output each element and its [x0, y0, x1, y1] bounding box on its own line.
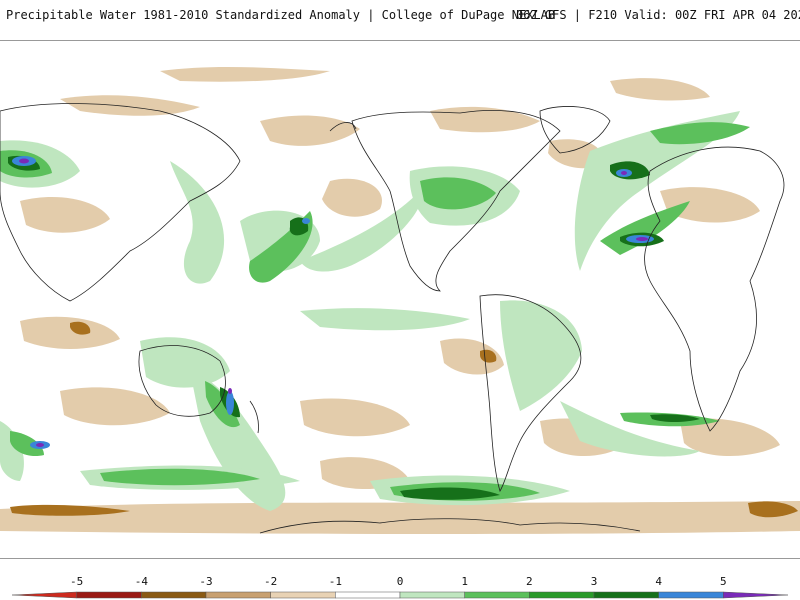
- colorbar: -5 -4 -3 -2 -1 0 1 2 3 4 5: [11, 575, 789, 599]
- colorbar-segment: [141, 591, 207, 599]
- north-america-mid: [420, 177, 496, 210]
- colorbar-ticks: -5 -4 -3 -2 -1 0 1 2 3 4 5: [70, 575, 727, 588]
- colorbar-tick-label: -2: [264, 575, 277, 588]
- north-america-outline: [351, 110, 561, 292]
- asia-tan: [20, 197, 110, 233]
- alaska-outline: [329, 122, 357, 132]
- south-america-outline: [479, 294, 582, 492]
- europe-tan: [660, 187, 760, 223]
- west-pacific-tan: [20, 316, 120, 349]
- negative-anomaly-areas: [0, 66, 800, 534]
- south-pacific-tan-1: [60, 387, 170, 426]
- south-atlantic-green-arc: [560, 401, 700, 457]
- sw-pacific-mid: [10, 431, 44, 457]
- anomaly-map: [0, 66, 800, 534]
- southern-ocean-mid: [100, 468, 260, 486]
- colorbar-tick-label: 2: [526, 575, 533, 588]
- pacific-green-arc: [170, 161, 225, 284]
- south-atlantic-strong: [650, 414, 700, 422]
- australia-mid: [205, 381, 240, 428]
- colorbar-tick-label: -3: [199, 575, 212, 588]
- colorbar-segment: [399, 591, 465, 599]
- asia-outline: [0, 103, 241, 302]
- run-info: 06Z GFS | F210 Valid: 00Z FRI APR 04 202…: [516, 8, 800, 22]
- colorbar-segment: [76, 591, 142, 599]
- west-edge-green: [0, 421, 24, 481]
- colorbar-segment: [658, 591, 724, 599]
- europe-africa-outline: [644, 146, 785, 432]
- southern-ocean-tan: [0, 501, 800, 534]
- map-title: Precipitable Water 1981-2010 Standardize…: [6, 8, 556, 22]
- arctic-east-tan: [610, 78, 710, 101]
- ne-pacific-tan: [322, 178, 382, 217]
- australia-green: [140, 337, 230, 388]
- coastlines: [0, 103, 785, 534]
- arctic-tan-band: [160, 66, 330, 82]
- indian-ocean-tan: [680, 418, 780, 457]
- map-panel: [0, 40, 800, 559]
- colorbar-tick-label: 1: [461, 575, 468, 588]
- strong-negative-areas: [10, 321, 798, 518]
- west-pacific-strong-neg: [70, 321, 91, 335]
- asia-purple-core: [19, 158, 29, 164]
- antarctica-outline: [259, 518, 641, 534]
- colorbar-tick-label: 3: [591, 575, 598, 588]
- atlantic-green-band: [574, 111, 740, 271]
- colorbar-segment: [11, 591, 77, 599]
- colorbar-tick-label: -4: [135, 575, 149, 588]
- colorbar-segment: [723, 591, 789, 599]
- colorbar-segment: [529, 591, 595, 599]
- colorbar-tick-label: 0: [397, 575, 404, 588]
- antarctic-strong: [400, 487, 500, 500]
- sw-pacific-purple-core: [36, 443, 44, 447]
- south-pacific-tan-2: [300, 398, 410, 437]
- map-header: Precipitable Water 1981-2010 Standardize…: [0, 0, 800, 30]
- colorbar-tick-label: -1: [329, 575, 342, 588]
- mid-atlantic-purple-core: [636, 237, 648, 241]
- colorbar-tick-label: -5: [70, 575, 83, 588]
- new-zealand-green-band: [190, 371, 286, 511]
- antarctic-strong-neg-west: [10, 504, 130, 516]
- south-america-tan: [440, 338, 504, 375]
- australia-blue-core: [226, 391, 234, 415]
- extreme-positive-areas: [12, 156, 654, 449]
- colorbar-segment: [270, 591, 336, 599]
- australia-purple-core: [228, 388, 232, 394]
- colorbar-segments: [11, 591, 789, 599]
- greenland-outline: [539, 106, 611, 154]
- gulf-alaska-tan: [260, 115, 360, 146]
- pacific-diagonal-band: [300, 191, 422, 272]
- arctic-mid-green: [650, 122, 750, 145]
- new-zealand-outline: [249, 400, 259, 434]
- equatorial-green: [300, 308, 470, 331]
- antarctic-strong-neg-east: [748, 501, 798, 518]
- australia-outline: [138, 345, 226, 417]
- colorbar-tick-label: 4: [655, 575, 662, 588]
- north-atlantic-purple-core: [621, 171, 627, 175]
- pacific-blue-core: [302, 218, 310, 224]
- colorbar-segment: [335, 591, 401, 599]
- colorbar-segment: [464, 591, 530, 599]
- south-america-green: [500, 300, 582, 411]
- colorbar-segment: [205, 591, 271, 599]
- north-pacific-tan: [60, 95, 200, 116]
- colorbar-segment: [593, 591, 659, 599]
- colorbar-tick-label: 5: [720, 575, 727, 588]
